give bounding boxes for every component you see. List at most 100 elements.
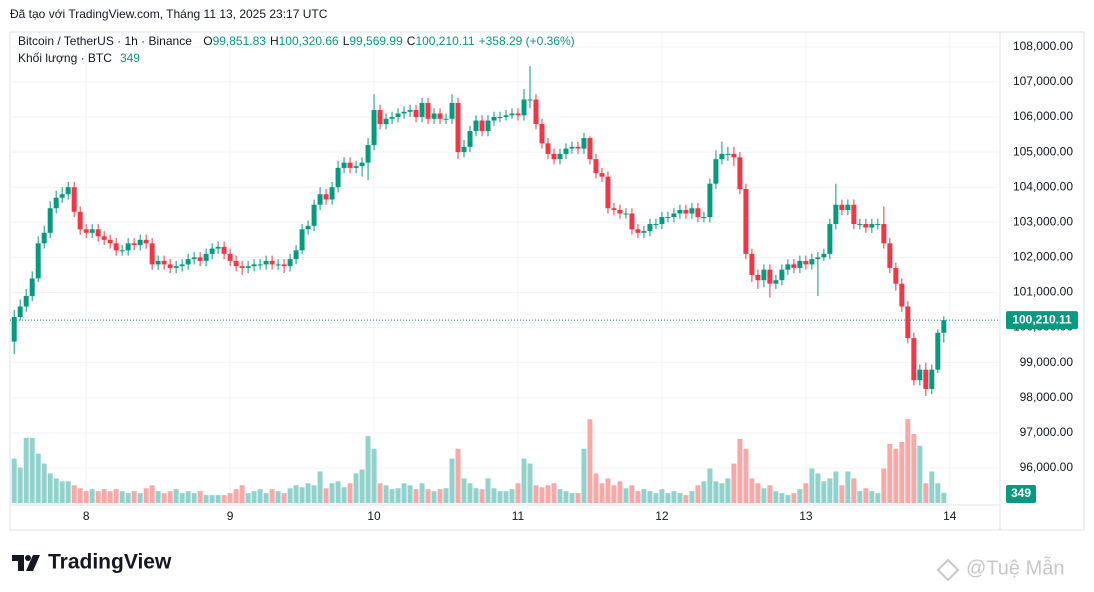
candle-body	[101, 236, 107, 240]
candle-body	[755, 274, 761, 281]
candle-body	[521, 99, 527, 116]
candle-body	[17, 306, 23, 318]
volume-bar	[779, 493, 785, 503]
volume-bar	[641, 489, 647, 503]
volume-bar	[47, 473, 53, 503]
candle-body	[923, 369, 929, 389]
volume-bar	[761, 488, 767, 503]
volume-bar	[575, 493, 581, 503]
candle-body	[911, 338, 917, 381]
volume-bar	[329, 483, 335, 503]
symbol: Bitcoin / TetherUS · 1h · Binance	[18, 34, 192, 48]
candle-body	[899, 283, 905, 307]
volume-bar	[275, 491, 281, 503]
volume-bar	[905, 419, 911, 503]
candle-body	[329, 187, 335, 200]
candle-body	[335, 167, 341, 188]
volume-bar	[347, 483, 353, 503]
volume-bar	[545, 485, 551, 503]
y-tick-label: 101,000.00	[1013, 285, 1073, 299]
candle-body	[653, 224, 659, 226]
volume-bar	[893, 448, 899, 503]
volume-bar	[263, 493, 269, 503]
candle-body	[371, 110, 377, 146]
candle-body	[83, 229, 89, 233]
candles	[11, 66, 947, 396]
candle-body	[935, 332, 941, 370]
volume-bar	[341, 487, 347, 503]
volume-bar	[755, 483, 761, 503]
volume-bar	[857, 491, 863, 503]
candle-body	[29, 278, 35, 296]
x-tick-label: 10	[367, 509, 381, 523]
candle-body	[281, 264, 287, 267]
volume-bar	[599, 483, 605, 503]
volume-bar	[245, 493, 251, 503]
volume-bar	[227, 493, 233, 503]
candle-body	[779, 269, 785, 281]
volume-bar	[413, 489, 419, 503]
candle-body	[257, 264, 263, 266]
candle-body	[341, 162, 347, 168]
candle-body	[491, 117, 497, 121]
volume-bar	[443, 488, 449, 503]
volume-bar	[467, 483, 473, 503]
volume-bar	[293, 485, 299, 503]
volume-bar	[479, 489, 485, 503]
candle-body	[929, 369, 935, 389]
volume-bar	[455, 448, 461, 503]
volume-tag-label: 349	[1011, 486, 1031, 500]
volume-bar	[701, 481, 707, 503]
candle-body	[815, 257, 821, 260]
candle-body	[353, 166, 359, 168]
candle-body	[203, 253, 209, 261]
candle-body	[311, 204, 317, 226]
candle-body	[395, 113, 401, 118]
volume-bar	[233, 489, 239, 503]
candle-body	[179, 264, 185, 267]
candle-body	[509, 113, 515, 116]
volume-bar	[119, 491, 125, 503]
y-tick-label: 98,000.00	[1020, 390, 1074, 404]
volume-bar	[719, 483, 725, 503]
change: +358.29 (+0.36%)	[479, 34, 575, 48]
ohlc-key: O	[203, 34, 212, 48]
volume-bar	[95, 491, 101, 503]
y-tick-label: 106,000.00	[1013, 109, 1073, 123]
panel-border	[9, 31, 1085, 531]
candle-body	[737, 157, 743, 189]
volume-bar	[869, 491, 875, 503]
volume-bar	[503, 491, 509, 503]
candle-body	[95, 229, 101, 237]
candle-body	[113, 243, 119, 251]
candle-body	[593, 159, 599, 174]
volume-bar	[251, 491, 257, 503]
watermark: @Tuệ Mẫn	[966, 556, 1065, 579]
volume-bar	[941, 492, 947, 503]
candle-body	[191, 257, 197, 260]
volume-bar	[833, 471, 839, 503]
candle-body	[863, 224, 869, 228]
candle-body	[359, 162, 365, 167]
candle-body	[59, 194, 65, 198]
volume-bar	[839, 485, 845, 503]
candle-body	[461, 146, 467, 153]
candle-body	[425, 102, 431, 119]
y-tick-label: 107,000.00	[1013, 74, 1073, 88]
y-tick-label: 105,000.00	[1013, 144, 1073, 158]
candle-body	[533, 99, 539, 125]
candle-body	[233, 260, 239, 267]
candle-body	[659, 217, 665, 225]
candle-body	[473, 120, 479, 132]
y-tick-label: 104,000.00	[1013, 179, 1073, 193]
volume-value: 349	[120, 51, 140, 65]
candle-body	[683, 210, 689, 214]
candle-body	[773, 280, 779, 284]
volume-bar	[695, 485, 701, 503]
candle-body	[677, 210, 683, 214]
candle-body	[617, 210, 623, 214]
volume-bar	[65, 481, 71, 503]
candle-body	[743, 188, 749, 254]
volume-bar	[539, 487, 545, 503]
volume-bar	[659, 489, 665, 503]
